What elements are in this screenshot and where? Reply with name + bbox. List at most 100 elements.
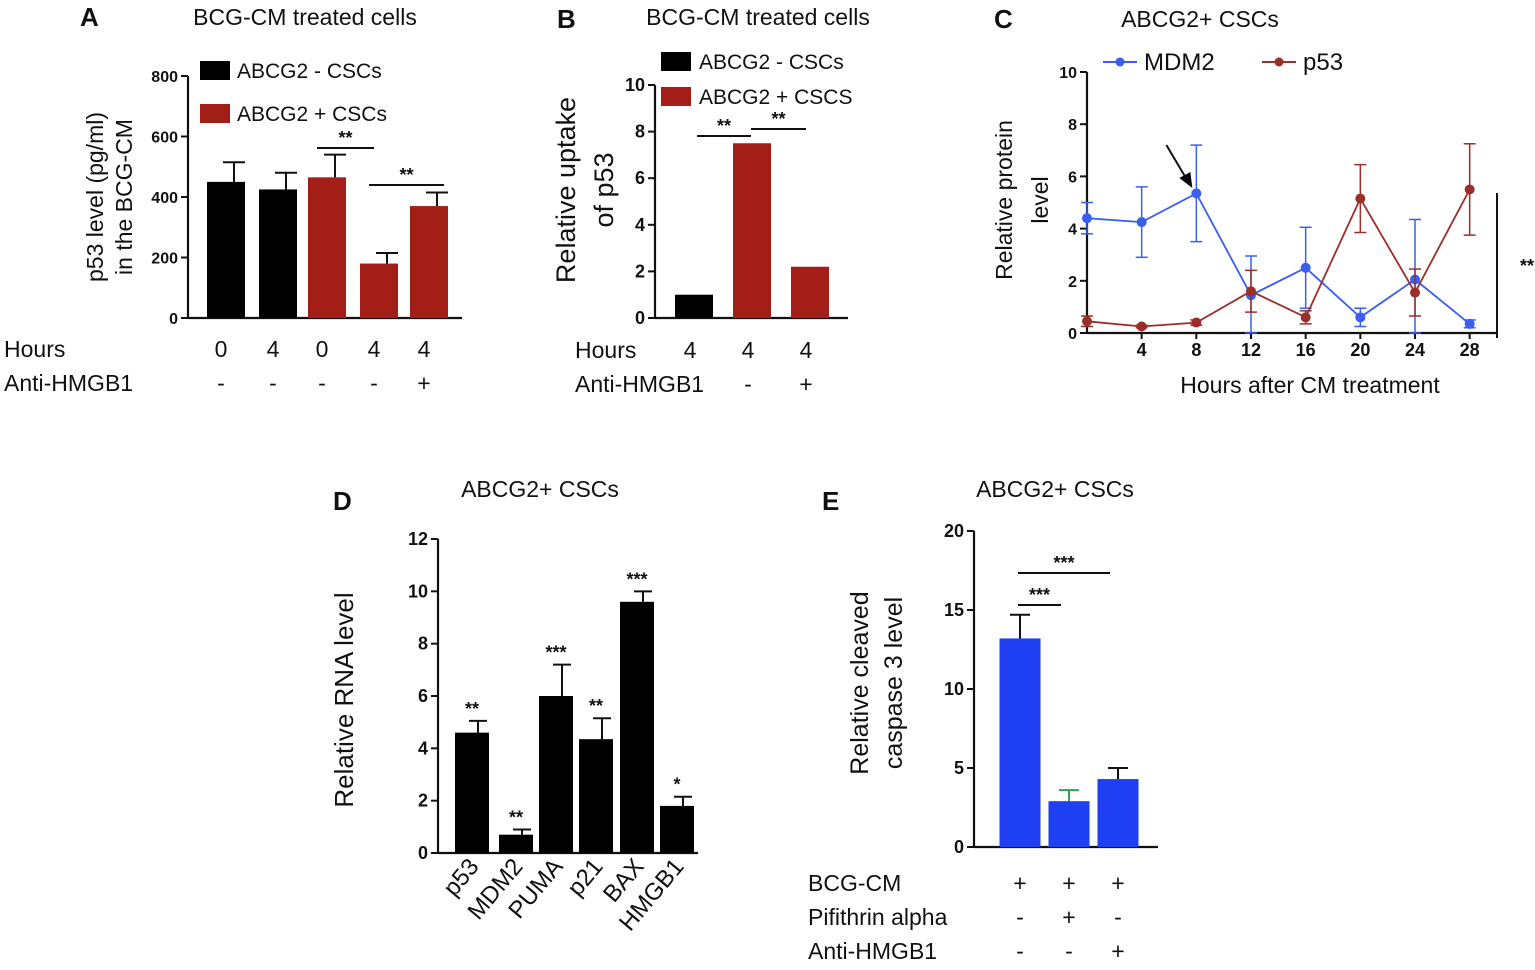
point-c-p53-5 [1355,193,1366,204]
significance-b-1-label: ** [771,109,785,129]
bar-e-1 [1048,801,1090,847]
significance-d-3: ** [589,696,603,716]
point-c-p53-2 [1191,317,1202,328]
y-axis-b-tick-label-1: 2 [635,261,645,281]
legend-label-b-1: ABCG2 + CSCS [699,86,852,109]
y-axis-b-tick-label-5: 10 [625,75,645,95]
row-value-a-0-2: 0 [316,336,329,362]
y-axis-c-tick-label-5: 10 [1059,65,1077,82]
point-c-MDM2-0 [1082,213,1092,224]
legend-marker-c-0 [1115,57,1125,67]
panel-label-e: E [822,486,839,516]
panel-label-d: D [333,486,352,516]
chart-title-e: ABCG2+ CSCs [976,476,1134,502]
y-axis-title-b-0: Relative uptake [551,97,581,283]
row-value-e-1-0: - [1016,904,1024,930]
row-value-a-1-4: + [417,370,430,396]
legend-swatch-b-1 [661,87,691,106]
y-axis-title-e-0: Relative cleaved [846,591,874,774]
y-axis-b-tick-label-0: 0 [635,308,645,328]
bar-d-5 [660,805,694,853]
panel-b: B BCG-CM treated cells 0 2 4 6 8 10 Relative upt… [551,4,870,397]
x-axis-title-c: Hours after CM treatment [1180,372,1440,398]
row-value-a-0-4: 4 [418,336,431,362]
y-axis-title-b-1: of p53 [589,152,619,227]
y-axis-e-tick-label-0: 0 [954,837,964,857]
y-axis-e-tick-label-3: 15 [944,600,964,620]
point-c-p53-1 [1136,321,1147,332]
row-value-a-1-3: - [370,370,378,396]
chart-title-c: ABCG2+ CSCs [1121,6,1279,32]
significance-d-4: *** [626,569,647,589]
y-axis-title-c-1: level [1027,176,1053,223]
y-axis-b-tick-label-4: 8 [635,122,645,142]
significance-d-0: ** [465,699,479,719]
row-label-e-2: Anti-HMGB1 [808,938,937,964]
bar-a-2 [308,177,346,318]
bar-d-3 [579,739,613,853]
y-axis-title-d: Relative RNA level [329,592,359,807]
row-value-e-2-0: - [1016,938,1024,964]
x-axis-c-tick-label-5: 24 [1405,340,1425,360]
y-axis-d-tick-label-0: 0 [418,843,428,863]
point-c-p53-0 [1082,316,1092,327]
y-axis-c-tick-label-4: 8 [1068,117,1077,134]
y-axis-a-tick-label-3: 600 [151,130,178,147]
legend-marker-c-1 [1274,57,1284,67]
legend-swatch-b-0 [661,52,691,71]
x-axis-c-tick-label-0: 4 [1137,340,1147,360]
chart-title-d: ABCG2+ CSCs [461,476,619,502]
y-axis-e-tick-label-2: 10 [944,679,964,699]
bar-a-1 [259,189,297,318]
row-value-a-1-1: - [269,370,277,396]
y-axis-a-tick-label-2: 400 [151,190,178,207]
y-axis-title-a-1: in the BCG-CM [111,119,137,275]
panel-e: E ABCG2+ CSCs 0 5 10 15 20 Relative cleaved casp… [808,476,1158,964]
point-c-MDM2-2 [1191,188,1202,199]
significance-e-0-label: *** [1029,585,1050,605]
point-c-MDM2-1 [1136,217,1147,228]
bar-b-2 [791,266,829,318]
significance-d-2: *** [545,643,566,663]
legend-swatch-a-1 [200,104,230,123]
series-line-c-p53 [1086,188,1471,328]
y-axis-b-tick-label-2: 4 [635,215,645,235]
significance-c-label: ** [1520,256,1534,276]
bar-d-1 [499,834,533,853]
row-value-e-0-2: + [1111,870,1124,896]
bar-e-2 [1097,779,1139,847]
row-value-b-0-2: 4 [800,337,813,363]
row-value-e-0-1: + [1062,870,1075,896]
annotation-arrow-c-head [1179,172,1193,188]
panel-label-c: C [994,4,1013,34]
x-axis-c-tick-label-4: 20 [1350,340,1370,360]
legend-label-c-0: MDM2 [1144,49,1215,76]
legend-label-a-0: ABCG2 - CSCs [237,60,382,83]
y-axis-e-tick-label-4: 20 [944,521,964,541]
point-c-p53-3 [1246,286,1256,297]
legend-label-c-1: p53 [1303,49,1343,76]
bar-b-0 [675,294,713,318]
row-label-a-0: Hours [4,336,65,362]
chart-title-a: BCG-CM treated cells [193,4,417,30]
y-axis-c-tick-label-3: 6 [1068,169,1077,186]
significance-a-1-label: ** [399,165,413,185]
row-label-e-1: Pifithrin alpha [808,904,948,930]
y-axis-a-tick-label-4: 800 [151,69,178,86]
row-value-e-2-1: - [1065,938,1073,964]
x-axis-c-tick-label-2: 12 [1241,340,1261,360]
x-axis-c-tick-label-3: 16 [1296,340,1316,360]
y-axis-c-tick-label-1: 2 [1068,274,1077,291]
y-axis-c-tick-label-2: 4 [1068,222,1077,239]
point-c-p53-6 [1410,287,1420,298]
row-value-b-1-0: - [744,371,752,397]
significance-d-5: * [673,775,680,795]
significance-b-0-label: ** [717,116,731,136]
point-c-MDM2-7 [1464,318,1475,329]
panel-label-a: A [80,2,99,32]
row-value-a-0-3: 4 [368,336,381,362]
bar-a-4 [410,206,448,318]
series-line-c-MDM2 [1086,192,1471,325]
point-c-p53-4 [1300,312,1311,323]
y-axis-e-tick-label-1: 5 [954,758,964,778]
